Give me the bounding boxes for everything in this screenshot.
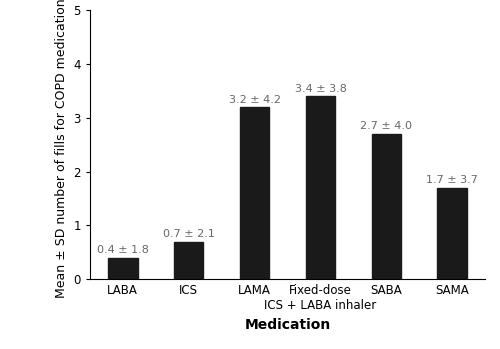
X-axis label: Medication: Medication — [244, 318, 330, 332]
Text: 0.4 ± 1.8: 0.4 ± 1.8 — [97, 245, 148, 255]
Bar — [240, 107, 270, 279]
Bar — [108, 258, 138, 279]
Text: 3.2 ± 4.2: 3.2 ± 4.2 — [228, 95, 280, 105]
Text: 2.7 ± 4.0: 2.7 ± 4.0 — [360, 121, 412, 131]
Y-axis label: Mean ± SD number of fills for COPD medications: Mean ± SD number of fills for COPD medic… — [55, 0, 68, 298]
Text: 1.7 ± 3.7: 1.7 ± 3.7 — [426, 175, 478, 185]
Text: 0.7 ± 2.1: 0.7 ± 2.1 — [162, 229, 214, 239]
Bar — [438, 188, 467, 279]
Bar — [306, 96, 336, 279]
Bar — [174, 242, 204, 279]
Text: 3.4 ± 3.8: 3.4 ± 3.8 — [294, 84, 346, 94]
Bar — [372, 134, 401, 279]
